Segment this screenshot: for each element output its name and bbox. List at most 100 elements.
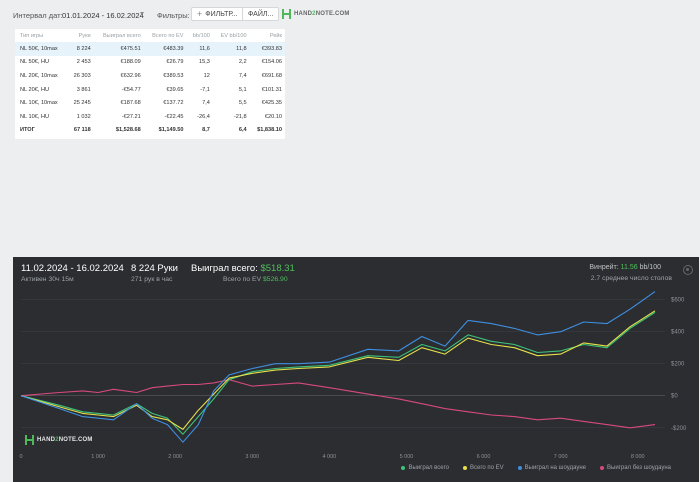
cell-ev: €483.39	[143, 42, 187, 56]
column-header[interactable]: Руки	[78, 32, 91, 39]
cell-type: NL 50€, HU	[20, 59, 50, 66]
watermark-text: HAND2NOTE.COM	[37, 437, 93, 443]
series-line[interactable]	[20, 291, 656, 443]
file-button-label: ФАЙЛ...	[248, 10, 274, 18]
graph-watermark: HAND2NOTE.COM	[25, 435, 93, 445]
table-header-row: Тип игры Руки Выиграл всего Всего по EV bb/1…	[15, 29, 285, 42]
column-header[interactable]: Рейк	[269, 32, 282, 39]
cell-ev: -€22.45	[164, 113, 184, 120]
plus-icon: +	[197, 8, 203, 19]
legend-item[interactable]: Выиграл без шоудауна	[600, 465, 671, 471]
column-header[interactable]: bb/100	[192, 32, 210, 39]
date-interval-label: Интервал дат:	[13, 11, 63, 20]
cell-rake: €101.31	[261, 86, 282, 93]
x-tick-label: 4 000	[322, 454, 336, 460]
legend-label: Всего по EV	[470, 465, 504, 471]
legend-label: Выиграл без шоудауна	[607, 465, 671, 471]
filter-bar: Интервал дат: 01.01.2024 - 16.02.2024 Фи…	[0, 0, 700, 28]
series-line[interactable]	[20, 311, 656, 435]
stats-table-card: Тип игры Руки Выиграл всего Всего по EV bb/1…	[15, 29, 285, 139]
cell-won: -€27.21	[121, 113, 141, 120]
table-row[interactable]: NL 20€, HU 3 861 -€54.77 €39.65 -7,1 5,1 €101.…	[15, 83, 285, 97]
column-header[interactable]: EV bb/100	[220, 32, 247, 39]
total-rake: $1,838.10	[257, 127, 282, 134]
cell-hands: 3 861	[76, 86, 91, 93]
cell-ev: €26.79	[166, 59, 184, 66]
period-title: 11.02.2024 - 16.02.2024	[21, 263, 124, 274]
filters-label: Фильтры:	[157, 11, 190, 20]
graph-panel: 11.02.2024 - 16.02.2024 Активен 30ч 15м …	[13, 257, 699, 482]
logo-icon	[25, 435, 34, 445]
table-row[interactable]: NL 50€, 10max 8 224 €475.51 €483.39 11,6 11,8…	[15, 42, 285, 56]
cell-type: NL 20€, HU	[20, 86, 50, 93]
cell-bb: 7,4	[202, 100, 210, 107]
winrate: Винрейт: 11.56 bb/100	[589, 264, 661, 271]
cell-rake: €20.10	[264, 113, 282, 120]
series-line[interactable]	[20, 310, 656, 430]
x-tick-label: 8 000	[631, 454, 645, 460]
cell-won: €188.09	[120, 59, 141, 66]
graph-legend: Выиграл всего Всего по EV Выиграл на шоуда…	[13, 465, 699, 471]
cell-type: NL 10€, HU	[20, 113, 50, 120]
total-won: Выиграл всего: $518.31	[191, 263, 295, 274]
total-bb: 8,7	[202, 127, 210, 134]
logo-icon	[282, 9, 291, 19]
column-header[interactable]: Тип игры	[20, 32, 44, 39]
table-total-row: ИТОГ 67 118 $1,528.68 $1,149.50 8,7 6,4 $1,838…	[15, 124, 285, 138]
table-row[interactable]: NL 50€, HU 2 453 €188.09 €26.79 15,3 2,2 €154.…	[15, 56, 285, 70]
y-tick-label: -$200	[671, 426, 687, 432]
total-ev: Всего по EV $526.90	[223, 276, 288, 283]
cell-won: €632.96	[120, 72, 141, 79]
cell-type: NL 10€, 10max	[20, 100, 58, 107]
series-line[interactable]	[20, 379, 656, 429]
legend-label: Выиграл всего	[408, 465, 450, 471]
total-evbb: 6,4	[238, 127, 247, 134]
cell-rake: €393.83	[249, 42, 285, 56]
cell-won: €187.68	[120, 100, 141, 107]
cell-bb: 15,3	[199, 59, 210, 66]
table-row[interactable]: NL 10€, HU 1 032 -€27.21 -€22.45 -26,4 -21,8 €…	[15, 110, 285, 124]
legend-item[interactable]: Всего по EV	[463, 465, 504, 471]
column-header[interactable]: Выиграл всего	[102, 32, 141, 39]
legend-item[interactable]: Выиграл на шоудауне	[517, 465, 586, 471]
legend-dot-icon	[600, 466, 604, 470]
cell-rake: €425.35	[261, 100, 282, 107]
stats-table: Тип игры Руки Выиграл всего Всего по EV bb/1…	[15, 29, 285, 137]
cell-ev: €389.53	[163, 72, 184, 79]
avg-tables: 2.7 среднее число столов	[590, 275, 672, 282]
cell-type: NL 20€, 10max	[20, 72, 58, 79]
cell-bb: 12	[203, 72, 210, 79]
total-hands: 67 118	[73, 127, 91, 134]
date-range-picker[interactable]: 01.01.2024 - 16.02.2024	[62, 11, 144, 20]
y-tick-label: $0	[671, 394, 678, 400]
cell-evbb: 11,8	[212, 42, 250, 56]
file-button[interactable]: ФАЙЛ...	[242, 7, 280, 21]
table-row[interactable]: NL 20€, 10max 26 303 €632.96 €389.53 12 7,4 €6…	[15, 69, 285, 83]
cell-evbb: 7,4	[238, 72, 247, 79]
cell-hands: 8 224	[67, 42, 94, 56]
x-tick-label: 0	[19, 454, 22, 460]
legend-dot-icon	[517, 466, 522, 470]
cell-hands: 2 453	[76, 59, 91, 66]
cell-evbb: 5,5	[238, 100, 247, 107]
cell-hands: 1 032	[76, 113, 91, 120]
hands-count: 8 224 Руки	[131, 263, 178, 274]
x-tick-label: 3 000	[245, 454, 259, 460]
y-tick-label: $200	[671, 362, 685, 368]
cell-won: -€54.77	[121, 86, 141, 93]
legend-item[interactable]: Выиграл всего	[401, 465, 449, 471]
total-type: ИТОГ	[20, 127, 35, 134]
cell-rake: €691.68	[261, 72, 282, 79]
chevron-down-icon[interactable]	[140, 12, 144, 15]
column-header[interactable]: Всего по EV	[152, 32, 184, 39]
filter-button[interactable]: + ФИЛЬТР...	[191, 7, 244, 21]
total-ev: $1,149.50	[158, 127, 184, 134]
hand2note-logo: HAND2NOTE.COM	[282, 9, 350, 19]
total-won: $1,528.68	[115, 127, 141, 134]
table-row[interactable]: NL 10€, 10max 25 245 €187.68 €137.72 7,4 5,5 €…	[15, 96, 285, 110]
cell-evbb: -21,8	[233, 113, 247, 120]
cell-hands: 26 303	[73, 72, 91, 79]
x-tick-label: 5 000	[400, 454, 414, 460]
y-tick-label: $600	[671, 298, 685, 304]
gear-icon[interactable]	[683, 265, 693, 275]
